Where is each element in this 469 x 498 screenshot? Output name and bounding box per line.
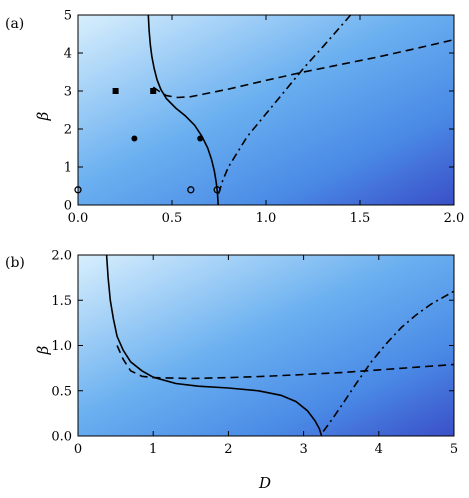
panel-b-solid-curve xyxy=(105,254,323,437)
y-tick-label: 2 xyxy=(64,123,72,138)
x-tick-label: 2.0 xyxy=(444,211,465,226)
filled-circle-marker xyxy=(131,135,138,142)
panel-b-series xyxy=(105,254,455,437)
panel-b-dashed-curve xyxy=(116,345,455,380)
open-circle-marker xyxy=(187,186,195,194)
y-tick-label: 0.0 xyxy=(51,430,72,445)
panel-b-label: (b) xyxy=(5,255,25,271)
y-tick-label: 2.0 xyxy=(51,249,72,264)
x-tick-label: 0.0 xyxy=(68,211,89,226)
x-tick-label: 4 xyxy=(375,442,383,457)
filled-square-marker xyxy=(150,88,157,94)
panel-a-markers xyxy=(74,88,221,194)
x-tick-label: 2 xyxy=(224,442,232,457)
y-tick-label: 0 xyxy=(64,199,72,214)
panel-a-dashdot-curve xyxy=(217,14,352,194)
panel-a-ticks: 0.0 0.5 1.0 1.5 2.0 0 1 2 3 4 5 xyxy=(64,9,465,227)
panel-a-solid-curve xyxy=(147,14,219,206)
panel-a-series xyxy=(147,14,455,206)
panel-b-background xyxy=(78,255,454,436)
x-tick-label: 0 xyxy=(74,442,82,457)
x-tick-label: 1.0 xyxy=(256,211,277,226)
y-tick-label: 1 xyxy=(64,161,72,176)
panel-b-ylabel: β xyxy=(34,345,52,355)
panel-b-dashdot-curve xyxy=(322,290,455,432)
y-tick-label: 3 xyxy=(64,85,72,100)
panel-a-ylabel: β xyxy=(34,111,52,121)
y-tick-label: 1.0 xyxy=(51,339,72,354)
y-tick-label: 5 xyxy=(64,9,72,24)
open-circle-marker xyxy=(213,186,221,194)
x-tick-label: 0.5 xyxy=(162,211,183,226)
x-tick-label: 5 xyxy=(450,442,458,457)
panel-a-background xyxy=(78,15,454,205)
y-tick-label: 1.5 xyxy=(51,294,72,309)
y-tick-label: 4 xyxy=(64,47,72,62)
filled-square-marker xyxy=(112,88,119,94)
x-tick-label: 1.5 xyxy=(350,211,371,226)
panel-b-xlabel: D xyxy=(258,474,271,492)
panel-a-dashed-curve xyxy=(152,38,455,99)
panel-a-label: (a) xyxy=(5,16,24,32)
filled-circle-marker xyxy=(197,135,204,142)
x-tick-label: 1 xyxy=(149,442,157,457)
panel-b-ticks: 0 1 2 3 4 5 0.0 0.5 1.0 1.5 2.0 xyxy=(51,249,458,458)
y-tick-label: 0.5 xyxy=(51,384,72,399)
panel-b: 0 1 2 3 4 5 0.0 0.5 1.0 1.5 2.0 (b) β D xyxy=(5,249,458,493)
panel-a: 0.0 0.5 1.0 1.5 2.0 0 1 2 3 4 5 (a) β xyxy=(5,9,464,227)
x-tick-label: 3 xyxy=(299,442,307,457)
